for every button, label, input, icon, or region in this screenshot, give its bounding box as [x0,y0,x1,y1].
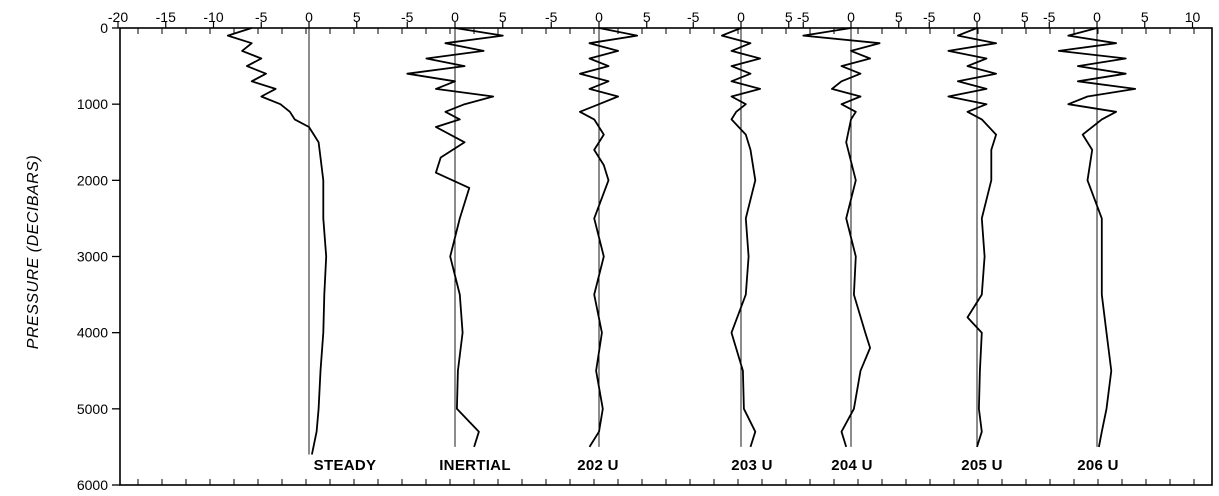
x-tick-label: -5 [923,9,936,25]
x-tick-label: 5 [1141,9,1149,25]
y-axis-title: PRESSURE (DECIBARS) [25,155,42,349]
plot-frame [119,27,1213,486]
x-tick-label: 5 [643,9,651,25]
panel-label: 204 U [831,457,873,474]
x-tick-label: 0 [1093,9,1101,25]
panel-label: STEADY [314,457,377,474]
profile-line [721,27,761,448]
profile-line [1057,27,1137,448]
y-tick-label: 5000 [77,401,108,417]
y-tick-label: 0 [100,20,108,36]
chart-frame [119,27,1213,486]
panel-label: 205 U [961,457,1003,474]
y-tick-label: 6000 [77,477,108,493]
x-tick-label: 5 [499,9,507,25]
y-tick-label: 3000 [77,249,108,265]
x-tick-label: -5 [687,9,700,25]
profile-line [406,27,504,448]
x-tick-label: 5 [1021,9,1029,25]
x-tick-label: -5 [401,9,414,25]
y-tick-label: 1000 [77,96,108,112]
x-tick-label: 0 [737,9,745,25]
panel-label: 203 U [731,457,773,474]
x-tick-label: -5 [1043,9,1056,25]
x-tick-label: 0 [305,9,313,25]
panel-label: 206 U [1077,457,1119,474]
panel-label: INERTIAL [439,457,511,474]
x-tick-label: 10 [1185,9,1201,25]
y-axis: 0 1000 2000 3000 4000 5000 6000 [77,20,120,493]
panel-labels: STEADY INERTIAL 202 U 203 U 204 U 205 U 206 U [314,457,1119,474]
x-tick-label: 0 [595,9,603,25]
profile-series [226,27,1137,455]
profile-line [226,27,328,455]
y-tick-label: 2000 [77,172,108,188]
x-tick-label: 5 [353,9,361,25]
x-tick-label: 0 [973,9,981,25]
x-tick-label: 0 [847,9,855,25]
profile-line [579,27,639,448]
x-tick-label: -5 [255,9,268,25]
profile-line [947,27,997,448]
panel-label: 202 U [577,457,619,474]
x-tick-label: -5 [797,9,810,25]
x-tick-label: 0 [451,9,459,25]
top-x-axis: -20 -15 -10 -5 0 5 -5 0 5 -5 0 5 -5 0 5 -5 0 5 -5 0 5 -5 0 5 10 [108,9,1201,485]
x-tick-label: -20 [108,9,128,25]
x-tick-label: -15 [156,9,176,25]
x-tick-label: 5 [785,9,793,25]
x-tick-label: 5 [895,9,903,25]
x-tick-label: -10 [203,9,223,25]
y-tick-label: 4000 [77,325,108,341]
x-tick-label: -5 [545,9,558,25]
profile-line [802,27,881,448]
